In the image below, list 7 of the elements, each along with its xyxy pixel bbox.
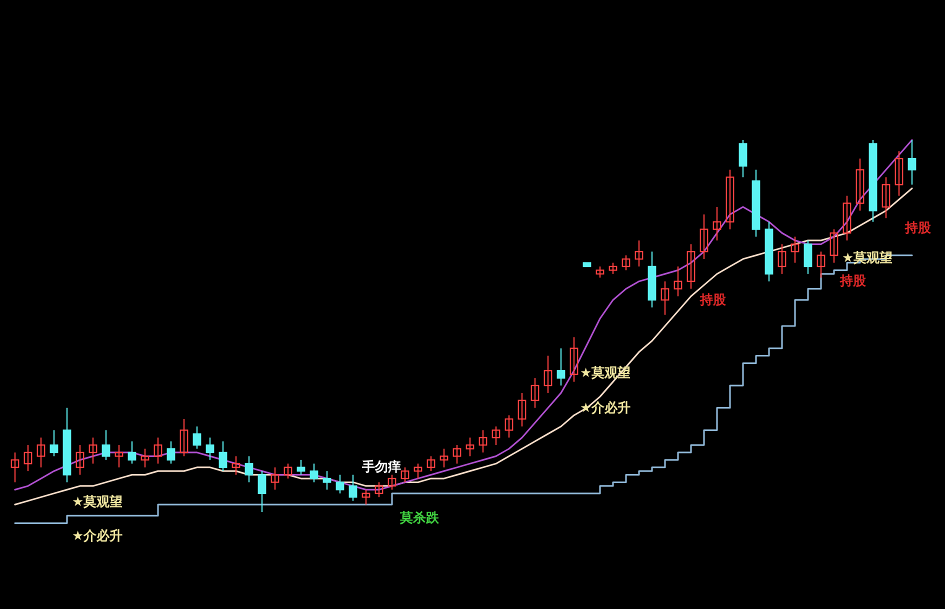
- annotation: 手勿痒: [362, 460, 401, 475]
- annotation: 持股: [905, 221, 931, 236]
- annotation: 持股: [700, 293, 726, 308]
- annotation: ★莫观望: [72, 495, 123, 510]
- annotation: 持股: [840, 274, 866, 289]
- annotation: 莫杀跌: [400, 511, 439, 526]
- annotation: ★介必升: [72, 529, 123, 544]
